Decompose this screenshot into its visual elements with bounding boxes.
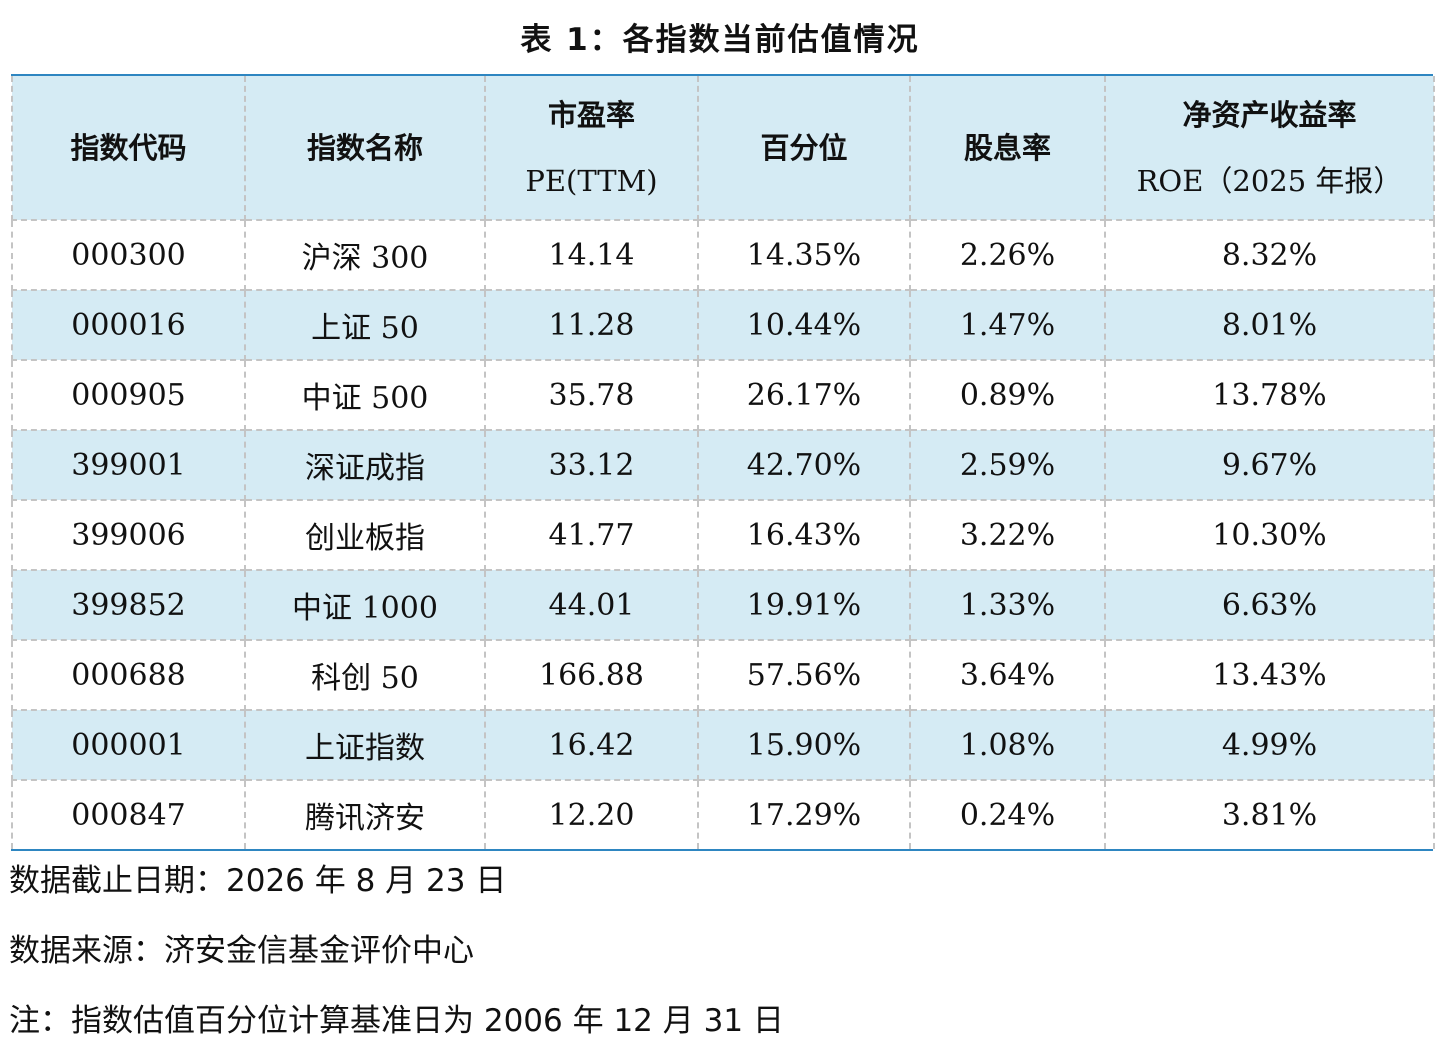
cell-pe-ttm: 14.14: [484, 220, 699, 291]
note-data-source: 数据来源：济安金信基金评价中心: [9, 933, 474, 969]
table-title: 表 1：各指数当前估值情况: [520, 22, 920, 58]
cell-dividend-yield: 0.89%: [909, 360, 1106, 431]
cell-index-name: 中证 1000: [244, 570, 486, 641]
cell-roe: 10.30%: [1104, 500, 1435, 571]
table-row: 000847 腾讯济安 12.20 17.29% 0.24% 3.81%: [11, 780, 1435, 849]
table-notes: 数据截止日期：2026 年 8 月 23 日 数据来源：济安金信基金评价中心 注…: [9, 848, 1429, 1058]
cell-pe-ttm: 12.20: [484, 780, 699, 849]
cell-dividend-yield: 1.47%: [909, 290, 1106, 361]
cell-index-code: 000847: [11, 780, 246, 849]
cell-percentile: 16.43%: [697, 500, 911, 571]
table-row: 000300 沪深 300 14.14 14.35% 2.26% 8.32%: [11, 220, 1435, 291]
cell-pe-ttm: 166.88: [484, 640, 699, 711]
header-index-code: 指数代码: [11, 76, 246, 221]
cell-dividend-yield: 3.22%: [909, 500, 1106, 571]
cell-pe-ttm: 35.78: [484, 360, 699, 431]
valuation-table: 指数代码 指数名称 市盈率 PE(TTM) 百分位 股息率 净资产收益率 ROE（2…: [11, 76, 1435, 849]
note-percentile-base-date: 注：指数估值百分位计算基准日为 2006 年 12 月 31 日: [9, 1003, 784, 1039]
cell-dividend-yield: 3.64%: [909, 640, 1106, 711]
cell-index-code: 399852: [11, 570, 246, 641]
cell-roe: 4.99%: [1104, 710, 1435, 781]
header-row: 指数代码 指数名称 市盈率 PE(TTM) 百分位 股息率 净资产收益率 ROE（2…: [11, 76, 1435, 221]
valuation-table-container: 指数代码 指数名称 市盈率 PE(TTM) 百分位 股息率 净资产收益率 ROE（2…: [11, 74, 1435, 851]
table-header: 指数代码 指数名称 市盈率 PE(TTM) 百分位 股息率 净资产收益率 ROE（2…: [11, 76, 1435, 221]
cell-index-name: 中证 500: [244, 360, 486, 431]
cell-dividend-yield: 2.59%: [909, 430, 1106, 501]
cell-pe-ttm: 44.01: [484, 570, 699, 641]
table-row: 000016 上证 50 11.28 10.44% 1.47% 8.01%: [11, 290, 1435, 361]
cell-percentile: 42.70%: [697, 430, 911, 501]
cell-percentile: 19.91%: [697, 570, 911, 641]
table-row: 399006 创业板指 41.77 16.43% 3.22% 10.30%: [11, 500, 1435, 571]
cell-percentile: 15.90%: [697, 710, 911, 781]
cell-roe: 9.67%: [1104, 430, 1435, 501]
cell-index-code: 000001: [11, 710, 246, 781]
cell-percentile: 17.29%: [697, 780, 911, 849]
cell-dividend-yield: 1.08%: [909, 710, 1106, 781]
cell-dividend-yield: 1.33%: [909, 570, 1106, 641]
header-percentile: 百分位: [697, 76, 911, 221]
cell-index-name: 上证指数: [244, 710, 486, 781]
note-data-cutoff-date: 数据截止日期：2026 年 8 月 23 日: [9, 863, 507, 899]
header-pe-ttm: 市盈率 PE(TTM): [484, 76, 699, 221]
cell-roe: 6.63%: [1104, 570, 1435, 641]
cell-dividend-yield: 2.26%: [909, 220, 1106, 291]
cell-pe-ttm: 16.42: [484, 710, 699, 781]
cell-pe-ttm: 41.77: [484, 500, 699, 571]
table-row: 000001 上证指数 16.42 15.90% 1.08% 4.99%: [11, 710, 1435, 781]
cell-index-code: 399001: [11, 430, 246, 501]
cell-roe: 3.81%: [1104, 780, 1435, 849]
table-row: 399001 深证成指 33.12 42.70% 2.59% 9.67%: [11, 430, 1435, 501]
table-row: 000688 科创 50 166.88 57.56% 3.64% 13.43%: [11, 640, 1435, 711]
table-row: 000905 中证 500 35.78 26.17% 0.89% 13.78%: [11, 360, 1435, 431]
cell-index-name: 深证成指: [244, 430, 486, 501]
cell-index-name: 上证 50: [244, 290, 486, 361]
cell-index-name: 腾讯济安: [244, 780, 486, 849]
cell-index-name: 科创 50: [244, 640, 486, 711]
cell-index-code: 399006: [11, 500, 246, 571]
cell-index-code: 000688: [11, 640, 246, 711]
cell-percentile: 57.56%: [697, 640, 911, 711]
cell-index-code: 000016: [11, 290, 246, 361]
header-index-name: 指数名称: [244, 76, 486, 221]
header-roe: 净资产收益率 ROE（2025 年报）: [1104, 76, 1435, 221]
cell-roe: 8.32%: [1104, 220, 1435, 291]
cell-roe: 8.01%: [1104, 290, 1435, 361]
cell-roe: 13.43%: [1104, 640, 1435, 711]
header-dividend-yield: 股息率: [909, 76, 1106, 221]
cell-roe: 13.78%: [1104, 360, 1435, 431]
cell-index-code: 000300: [11, 220, 246, 291]
cell-percentile: 10.44%: [697, 290, 911, 361]
cell-index-code: 000905: [11, 360, 246, 431]
cell-dividend-yield: 0.24%: [909, 780, 1106, 849]
cell-index-name: 创业板指: [244, 500, 486, 571]
cell-percentile: 14.35%: [697, 220, 911, 291]
cell-pe-ttm: 11.28: [484, 290, 699, 361]
table-row: 399852 中证 1000 44.01 19.91% 1.33% 6.63%: [11, 570, 1435, 641]
cell-percentile: 26.17%: [697, 360, 911, 431]
table-body: 000300 沪深 300 14.14 14.35% 2.26% 8.32% 000016 上…: [11, 220, 1435, 849]
cell-index-name: 沪深 300: [244, 220, 486, 291]
cell-pe-ttm: 33.12: [484, 430, 699, 501]
